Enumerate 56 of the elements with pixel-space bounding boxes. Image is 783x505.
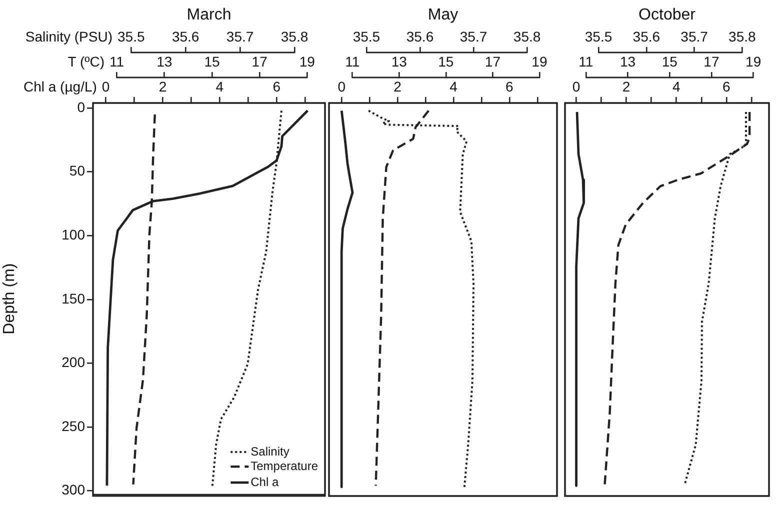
- y-tick-label: 0: [77, 98, 86, 115]
- x-tick-label: 0: [102, 78, 110, 94]
- x-tick-label: 6: [272, 78, 281, 94]
- x-tick-label: 35.6: [632, 28, 660, 44]
- x-axis-title: Salinity (PSU): [25, 28, 112, 44]
- x2-tick-label: 11: [345, 53, 360, 70]
- y-tick-label: 300: [62, 482, 86, 498]
- x2-tick-label: 17: [484, 53, 501, 70]
- x-tick-label: 35.8: [280, 28, 308, 44]
- y-tick-label: 200: [62, 354, 86, 370]
- y-tick-label: 250: [62, 418, 86, 434]
- x-tick-label: 35.7: [226, 28, 254, 44]
- x-tick-label: 35.8: [513, 28, 541, 44]
- legend-label: Salinity: [250, 444, 290, 458]
- x2-tick-label: 11: [110, 53, 124, 70]
- x2-tick-label: 15: [662, 53, 678, 70]
- x2-tick-label: 11: [578, 53, 594, 70]
- chart-title: October: [638, 6, 696, 24]
- x-tick-label: 0: [338, 78, 346, 94]
- x-tick-label: 4: [450, 78, 458, 94]
- x-axis-title: Chl a (µg/L): [23, 78, 97, 94]
- x-tick-label: 2: [394, 78, 402, 94]
- legend-label: Temperature: [250, 458, 318, 473]
- x-tick-label: 35.8: [728, 28, 756, 44]
- x2-tick-label: 19: [299, 53, 316, 70]
- x-tick-label: 6: [506, 78, 514, 94]
- x-tick-label: 2: [158, 78, 167, 94]
- x2-tick-label: 13: [391, 53, 408, 70]
- x2-tick-label: 17: [252, 53, 268, 70]
- chart-title: May: [428, 6, 458, 24]
- x2-tick-label: 15: [438, 53, 454, 70]
- chart-title: March: [186, 6, 232, 24]
- x-tick-label: 4: [672, 78, 680, 94]
- x2-tick-label: 17: [704, 53, 720, 70]
- x-tick-label: 35.6: [172, 28, 200, 44]
- x2-tick-label: 19: [532, 53, 548, 70]
- x2-tick-label: 13: [156, 53, 172, 70]
- x2-tick-label: 19: [746, 53, 762, 70]
- y-tick-label: 50: [69, 162, 86, 179]
- x-tick-label: 2: [622, 78, 630, 94]
- x2-axis-title: T (ºC): [68, 53, 105, 70]
- x-tick-label: 35.5: [584, 28, 612, 44]
- x2-tick-label: 15: [204, 53, 220, 70]
- x2-tick-label: 13: [620, 53, 636, 70]
- x-tick-label: 4: [216, 78, 224, 94]
- x-tick-label: 35.5: [117, 28, 145, 44]
- y-tick-label: 150: [62, 290, 86, 306]
- x-tick-label: 6: [722, 78, 731, 94]
- y-axis-title: Depth (m): [1, 263, 18, 334]
- y-tick-label: 100: [62, 226, 86, 243]
- x-tick-label: 35.7: [460, 28, 488, 44]
- x-tick-label: 35.7: [680, 28, 708, 44]
- x-tick-label: 35.6: [406, 28, 434, 44]
- x-tick-label: 0: [572, 78, 580, 94]
- x-tick-label: 35.5: [352, 28, 380, 44]
- legend-label: Chl a: [250, 474, 279, 489]
